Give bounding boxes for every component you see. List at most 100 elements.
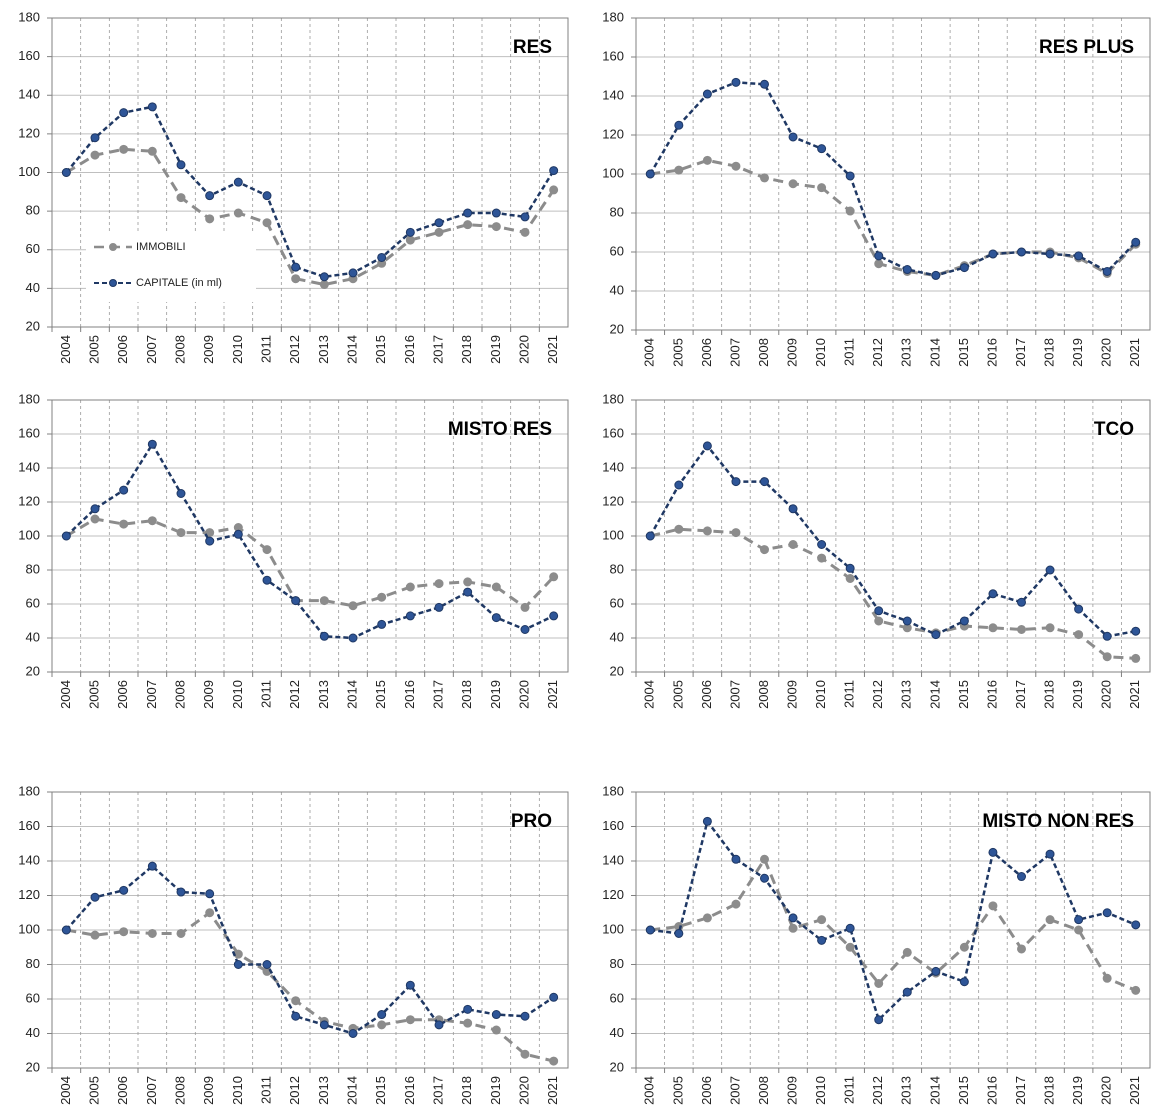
data-point <box>147 439 157 449</box>
x-tick-label: 2014 <box>344 335 359 364</box>
data-point <box>1045 249 1055 259</box>
x-tick-label: 2008 <box>756 680 771 709</box>
x-tick-label: 2009 <box>201 1076 216 1105</box>
x-tick-label: 2006 <box>115 1076 130 1105</box>
data-point <box>674 480 684 490</box>
data-point <box>491 1010 501 1020</box>
x-tick-label: 2007 <box>727 1076 742 1105</box>
data-point <box>902 947 912 957</box>
data-point <box>1074 251 1084 261</box>
x-tick-label: 2009 <box>201 680 216 709</box>
data-point <box>874 259 884 269</box>
data-point <box>1131 985 1141 995</box>
x-tick-label: 2007 <box>144 680 159 709</box>
data-point <box>1102 908 1112 918</box>
data-point <box>463 587 473 597</box>
data-point <box>959 942 969 952</box>
x-tick-label: 2007 <box>144 1076 159 1105</box>
data-point <box>205 536 215 546</box>
data-point <box>702 155 712 165</box>
y-tick-label: 80 <box>26 203 40 218</box>
x-tick-label: 2014 <box>344 680 359 709</box>
data-point <box>405 235 415 245</box>
x-tick-label: 2012 <box>287 1076 302 1105</box>
x-tick-label: 2014 <box>927 680 942 709</box>
y-tick-label: 40 <box>610 629 624 644</box>
x-tick-label: 2013 <box>899 680 914 709</box>
y-tick-label: 80 <box>610 956 624 971</box>
y-tick-label: 120 <box>602 493 624 508</box>
x-tick-label: 2010 <box>230 680 245 709</box>
data-point <box>959 977 969 987</box>
data-point <box>262 545 272 555</box>
x-tick-label: 2011 <box>258 335 273 363</box>
x-tick-label: 2014 <box>344 1076 359 1105</box>
data-point <box>434 602 444 612</box>
data-point <box>1017 625 1026 634</box>
data-point <box>1074 915 1084 925</box>
x-tick-label: 2012 <box>287 335 302 364</box>
data-point <box>731 528 741 538</box>
x-tick-label: 2014 <box>927 1076 942 1105</box>
x-tick-label: 2007 <box>727 338 742 367</box>
data-point <box>1102 631 1112 641</box>
x-tick-label: 2013 <box>316 680 331 709</box>
data-point <box>520 212 530 222</box>
data-point <box>645 531 655 541</box>
y-tick-label: 20 <box>26 663 40 678</box>
y-tick-label: 180 <box>602 391 624 406</box>
x-tick-label: 2005 <box>86 1076 101 1105</box>
y-tick-label: 120 <box>602 126 624 141</box>
x-tick-label: 2016 <box>402 335 417 364</box>
data-point <box>176 928 186 938</box>
y-tick-label: 80 <box>26 956 40 971</box>
x-tick-label: 2013 <box>899 1076 914 1105</box>
y-tick-label: 60 <box>26 241 40 256</box>
y-tick-label: 40 <box>610 1025 624 1040</box>
x-tick-label: 2018 <box>459 1076 474 1105</box>
y-tick-label: 120 <box>602 887 624 902</box>
data-point <box>405 980 415 990</box>
data-point <box>674 165 684 175</box>
series-line <box>650 158 1137 277</box>
y-tick-label: 160 <box>18 818 40 833</box>
data-point <box>902 616 912 626</box>
x-tick-label: 2004 <box>58 1076 73 1105</box>
legend-marker <box>109 243 117 251</box>
data-point <box>291 1011 301 1021</box>
data-point <box>262 218 272 228</box>
x-tick-label: 2007 <box>144 335 159 364</box>
y-tick-label: 140 <box>18 87 40 102</box>
data-point <box>874 251 884 261</box>
series-line <box>65 864 555 1035</box>
x-tick-label: 2018 <box>1041 338 1056 367</box>
data-point <box>291 274 301 284</box>
x-tick-label: 2007 <box>727 680 742 709</box>
chart-title: PRO <box>511 811 552 832</box>
data-point <box>845 206 855 216</box>
y-tick-label: 120 <box>18 493 40 508</box>
data-point <box>788 540 798 549</box>
data-point <box>845 923 855 933</box>
data-point <box>731 854 741 864</box>
data-point <box>434 579 444 589</box>
x-tick-label: 2018 <box>459 335 474 364</box>
y-tick-label: 120 <box>18 125 40 140</box>
data-point <box>90 133 100 143</box>
data-point <box>1102 652 1112 662</box>
y-tick-label: 160 <box>602 818 624 833</box>
data-point <box>520 1011 530 1021</box>
data-point <box>760 854 769 864</box>
data-point <box>233 960 243 969</box>
data-point <box>463 577 473 587</box>
data-point <box>90 930 100 940</box>
y-tick-label: 100 <box>18 164 40 179</box>
x-tick-label: 2021 <box>545 335 560 364</box>
data-point <box>549 611 559 621</box>
data-point <box>434 1020 444 1030</box>
data-point <box>817 935 827 945</box>
data-point <box>119 144 129 154</box>
y-tick-label: 100 <box>18 527 40 542</box>
data-point <box>817 183 827 193</box>
x-tick-label: 2006 <box>699 1076 714 1105</box>
